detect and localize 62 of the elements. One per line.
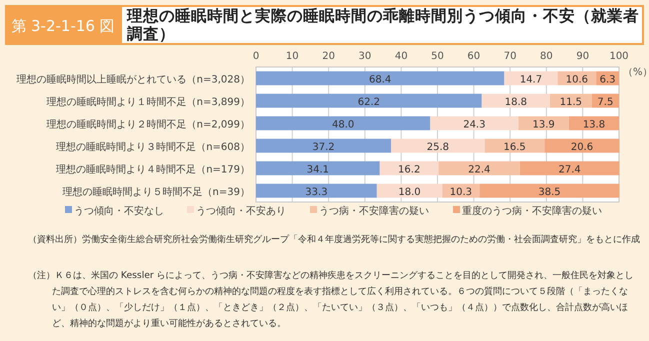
y-tick-label: 理想の睡眠時間より４時間不足（n=179） (56, 163, 250, 176)
data-label: 62.2 (358, 96, 380, 108)
data-label: 10.3 (450, 186, 472, 198)
bar (256, 184, 377, 198)
legend-label: うつ傾向・不安なし (74, 205, 164, 217)
x-tick-label: 80 (540, 51, 553, 62)
data-label: 13.8 (582, 119, 606, 130)
x-tick-label: 100 (609, 51, 629, 62)
bar (438, 161, 520, 176)
y-tick-label: 理想の睡眠時間より３時間不足（n=608） (56, 140, 250, 153)
x-tick-label: 90 (576, 51, 590, 62)
x-tick-label: 70 (504, 51, 516, 62)
data-label: 10.6 (566, 74, 588, 86)
data-label: 48.0 (332, 119, 354, 130)
data-label: 20.6 (570, 142, 594, 153)
x-tick-label: 20 (322, 51, 335, 62)
text: 第 3-2-1-16 図 (11, 17, 115, 35)
x-tick-label: 10 (286, 51, 299, 62)
x-tick-label: 40 (394, 51, 408, 62)
data-label: 18.8 (504, 96, 528, 108)
data-label: 16.2 (398, 164, 420, 176)
data-label: 18.0 (398, 186, 421, 198)
data-label: 22.4 (468, 164, 490, 176)
legend-label: うつ病・不安障害の疑い (319, 205, 429, 217)
data-label: 24.3 (463, 119, 486, 130)
x-tick-label: 50 (431, 51, 444, 62)
legend-label: うつ傾向・不安あり (196, 205, 286, 217)
bar (430, 116, 518, 130)
data-label: 38.5 (538, 186, 561, 198)
bar (256, 71, 504, 86)
text: （資料出所）労働安全衛生総合研究所社会労働衛生研究グループ「令和４年度過労死等に関する実態把握のための労働・社会面調査研究」をもとに作成 (28, 233, 640, 247)
bar (256, 116, 430, 130)
bar (544, 138, 620, 153)
data-label: 13.9 (532, 119, 555, 130)
data-label: 25.8 (426, 142, 449, 153)
x-tick-label: 30 (358, 51, 372, 62)
bar (391, 138, 485, 153)
x-tick-label: 0 (252, 51, 260, 62)
x-tick-label: 60 (467, 51, 480, 62)
data-label: 6.3 (600, 74, 616, 86)
data-label: 37.2 (312, 142, 335, 153)
legend-label: 重度のうつ病・不安障害の疑い (462, 205, 602, 217)
y-tick-label: 理想の睡眠時間以上睡眠がとれている（n=3,028） (16, 73, 250, 86)
text: （注）Ｋ６は、米国の Kessler らによって、うつ病・不安障害などの精神疾患をスクリーニングすることを目的として開発され、一般住民を対象とした調査で心理的ストレスを含む何らかの精神的な問題の程度を表す指標として広く利用されている。６つの質問について５段階（「まったくない」（０点）、「少しだけ」（１点）、「ときどき」（２点）、「たいてい」（３点）、「いつも」（４点））で点数化し、合計点数が高いほど、精神的な問題がより重い可能性があるとされている。 (28, 269, 635, 331)
chart-title: 理想の睡眠時間と実際の睡眠時間の乖離時間別うつ傾向・不安（就業者調査） (127, 7, 639, 43)
bar (256, 94, 482, 108)
data-label: 68.4 (369, 74, 392, 86)
data-label: 27.4 (558, 164, 581, 176)
bar (520, 161, 620, 176)
data-label: 34.1 (306, 164, 330, 176)
y-tick-label: 理想の睡眠時間より２時間不足（n=2,099） (46, 118, 250, 130)
bar (256, 138, 392, 153)
bar (256, 161, 380, 176)
data-label: 14.7 (520, 74, 542, 86)
data-label: 7.5 (597, 96, 614, 108)
data-label: 33.3 (305, 186, 328, 198)
y-tick-label: 理想の睡眠時間より１時間不足（n=3,899） (46, 96, 250, 108)
bar (480, 184, 620, 198)
y-tick-label: 理想の睡眠時間より５時間不足（n=39） (62, 186, 250, 198)
data-label: 16.5 (504, 142, 526, 153)
x-axis-title: （%） (623, 67, 649, 78)
data-label: 11.5 (560, 96, 582, 108)
